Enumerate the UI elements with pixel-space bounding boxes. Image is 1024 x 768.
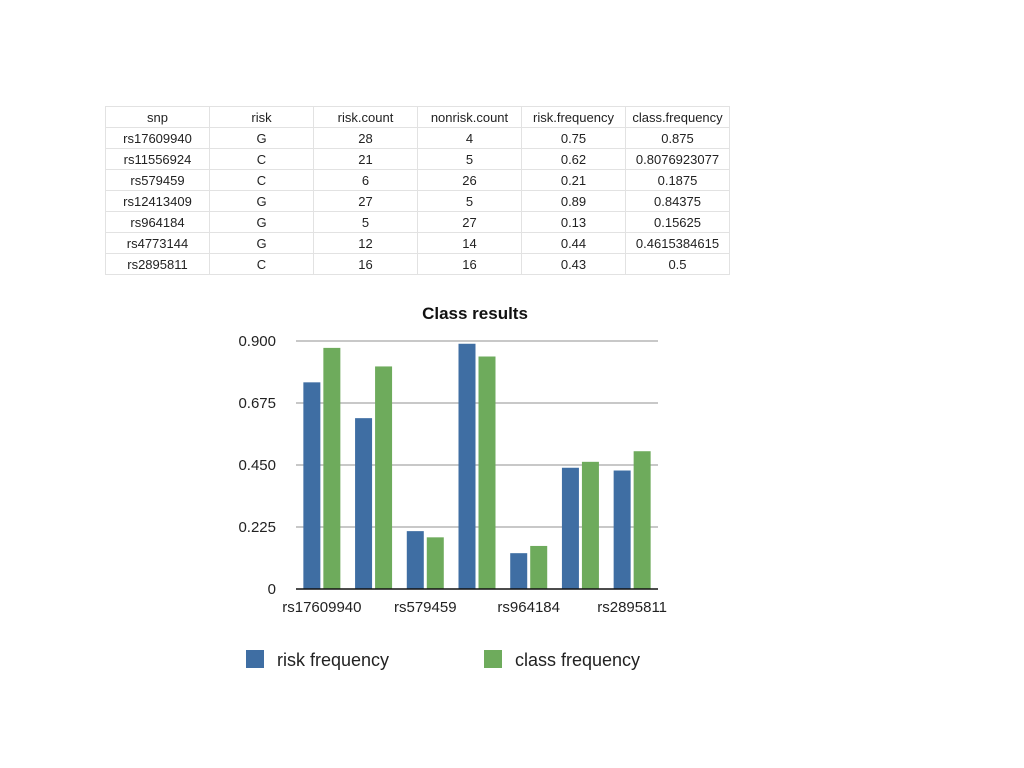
bar-class-frequency-rs4773144 xyxy=(581,461,599,589)
table-cell: rs12413409 xyxy=(105,190,210,212)
bar-risk-frequency-rs11556924 xyxy=(355,418,373,589)
table-cell: rs579459 xyxy=(105,169,210,191)
bar-class-frequency-rs2895811 xyxy=(633,451,651,589)
table-header-cell: risk.frequency xyxy=(521,106,626,128)
table-cell: 0.5 xyxy=(625,253,730,275)
x-tick-label: rs579459 xyxy=(394,599,457,616)
table-cell: 0.8076923077 xyxy=(625,148,730,170)
table-cell: rs964184 xyxy=(105,211,210,233)
legend-label: class frequency xyxy=(515,650,640,670)
bar-risk-frequency-rs2895811 xyxy=(613,470,631,589)
legend-swatch xyxy=(484,650,502,668)
x-tick-label: rs17609940 xyxy=(282,599,361,616)
table-row: rs2895811 C 16 16 0.43 0.5 xyxy=(105,253,730,275)
table-cell: 0.89 xyxy=(521,190,626,212)
bar-class-frequency-rs964184 xyxy=(530,545,548,589)
table-header-cell: class.frequency xyxy=(625,106,730,128)
x-tick-label: rs2895811 xyxy=(597,599,667,616)
bar-risk-frequency-rs964184 xyxy=(510,553,528,589)
y-tick-label: 0 xyxy=(268,581,276,598)
bar-risk-frequency-rs12413409 xyxy=(458,343,476,589)
table-row: rs964184 G 5 27 0.13 0.15625 xyxy=(105,211,730,233)
bar-risk-frequency-rs579459 xyxy=(406,531,424,589)
y-tick-label: 0.675 xyxy=(238,395,276,412)
bar-risk-frequency-rs17609940 xyxy=(303,382,321,589)
table-cell: rs4773144 xyxy=(105,232,210,254)
bar-class-frequency-rs11556924 xyxy=(375,366,393,589)
table-cell: 16 xyxy=(417,253,522,275)
table-cell: rs11556924 xyxy=(105,148,210,170)
bar-class-frequency-rs579459 xyxy=(426,537,444,589)
y-tick-label: 0.225 xyxy=(238,519,276,536)
bar-risk-frequency-rs4773144 xyxy=(561,467,579,589)
table-cell: 27 xyxy=(417,211,522,233)
bar-class-frequency-rs12413409 xyxy=(478,356,496,589)
table-cell: 0.43 xyxy=(521,253,626,275)
x-tick-label: rs964184 xyxy=(497,599,560,616)
bar-class-frequency-rs17609940 xyxy=(323,347,341,589)
legend-label: risk frequency xyxy=(277,650,389,670)
y-tick-label: 0.900 xyxy=(238,333,276,350)
legend-swatch xyxy=(246,650,264,668)
chart-title: Class results xyxy=(422,304,528,323)
table-cell: 0.15625 xyxy=(625,211,730,233)
table-cell: rs2895811 xyxy=(105,253,210,275)
table-row: rs12413409 G 27 5 0.89 0.84375 xyxy=(105,190,730,212)
data-table: snp risk risk.count nonrisk.count risk.frequ… xyxy=(105,106,730,275)
table-header-row: snp risk risk.count nonrisk.count risk.frequ… xyxy=(105,106,730,128)
y-tick-label: 0.450 xyxy=(238,457,276,474)
